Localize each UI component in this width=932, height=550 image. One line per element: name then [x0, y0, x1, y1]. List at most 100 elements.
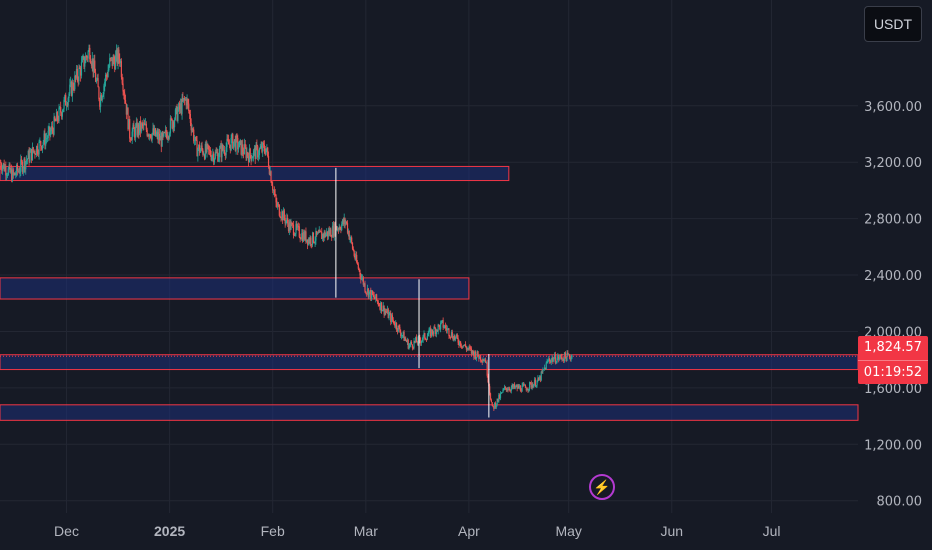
candle-body — [536, 380, 538, 386]
x-axis[interactable]: Dec 2025 Feb Mar Apr May Jun Jul — [54, 523, 780, 539]
candle-body — [369, 290, 371, 292]
candle-body — [62, 108, 64, 112]
candle-body — [346, 223, 349, 233]
candle-body — [85, 55, 87, 63]
candle-body — [517, 385, 519, 389]
candle-body — [251, 158, 253, 161]
support-resistance-zone — [0, 404, 859, 421]
y-tick-label: 2,800.00 — [864, 213, 922, 228]
candle-body — [501, 392, 503, 394]
candle-body — [371, 290, 374, 295]
candle-body — [558, 357, 561, 360]
candle-body — [160, 135, 162, 147]
candle-body — [465, 346, 468, 350]
candle-body — [91, 58, 93, 66]
candle-body — [226, 138, 228, 148]
candle-body — [420, 340, 422, 344]
candle-body — [233, 141, 235, 149]
bar-countdown: 01:19:52 — [863, 365, 923, 380]
candle-body — [479, 355, 481, 359]
candle-body — [434, 327, 436, 329]
candle-body — [116, 49, 118, 64]
candle-body — [457, 337, 459, 343]
lightning-icon[interactable]: ⚡ — [589, 474, 615, 500]
candle-body — [293, 235, 295, 236]
candle-body — [320, 231, 322, 233]
y-axis[interactable]: 3,600.003,200.002,800.002,400.002,000.00… — [864, 100, 922, 510]
candle-body — [54, 116, 56, 121]
candle-body — [419, 336, 421, 341]
candle-body — [194, 136, 196, 141]
candle-body — [528, 388, 530, 391]
candle-body — [564, 352, 566, 357]
candle-body — [303, 232, 305, 240]
candle-body — [99, 95, 102, 107]
candle-body — [392, 319, 394, 321]
candle-body — [561, 356, 563, 360]
candle-body — [474, 351, 477, 359]
candle-body — [238, 140, 241, 148]
candle-body — [149, 134, 152, 138]
candle-body — [477, 351, 479, 357]
candle-body — [489, 386, 491, 394]
candle-body — [367, 288, 369, 298]
candle-body — [547, 361, 549, 362]
candle-body — [471, 350, 473, 354]
x-tick-label: Apr — [458, 523, 480, 539]
candle-body — [543, 367, 546, 370]
candle-body — [279, 215, 281, 218]
candle-body — [269, 171, 271, 175]
candle-body — [26, 158, 29, 161]
y-tick-label: 1,600.00 — [864, 382, 922, 397]
candle-body — [309, 237, 311, 244]
candle-body — [124, 99, 127, 104]
candle-body — [125, 103, 127, 115]
candle-body — [337, 228, 339, 230]
candle-body — [44, 133, 46, 146]
candle-body — [170, 118, 172, 120]
candle-body — [448, 328, 450, 337]
candle-body — [286, 217, 288, 221]
candle-body — [562, 359, 564, 360]
candle-body — [50, 131, 52, 136]
candle-body — [413, 340, 415, 348]
candle-body — [208, 145, 210, 150]
candle-body — [405, 338, 407, 341]
candle-body — [484, 359, 487, 363]
y-tick-label: 3,600.00 — [864, 100, 922, 115]
candle-body — [272, 190, 275, 192]
candle-body — [221, 144, 223, 158]
candle-body — [398, 325, 400, 328]
candle-body — [134, 126, 137, 138]
candle-body — [94, 60, 96, 73]
candle-body — [134, 128, 136, 138]
candle-body — [538, 376, 541, 381]
candle-body — [519, 385, 522, 391]
candle-body — [284, 218, 286, 224]
candle-body — [384, 310, 386, 315]
candle-body — [482, 360, 484, 363]
candle-body — [128, 119, 130, 130]
currency-button[interactable]: USDT — [864, 6, 922, 42]
candle-body — [271, 182, 273, 186]
candle-body — [22, 168, 24, 173]
candle-body — [164, 129, 167, 133]
candle-body — [231, 134, 233, 139]
candle-body — [567, 352, 569, 355]
x-tick-label: Feb — [261, 523, 285, 539]
candle-body — [90, 59, 92, 64]
candle-body — [173, 121, 175, 128]
candle-body — [70, 81, 72, 85]
candle-body — [364, 283, 366, 292]
candle-body — [80, 68, 82, 76]
candle-body — [333, 223, 335, 237]
candle-body — [197, 149, 199, 157]
candle-body — [193, 140, 196, 142]
candle-body — [361, 277, 363, 280]
candle-body — [391, 315, 394, 320]
candle-body — [60, 107, 62, 113]
candle-body — [570, 357, 572, 360]
candle-body — [65, 95, 67, 106]
candle-body — [259, 147, 261, 149]
